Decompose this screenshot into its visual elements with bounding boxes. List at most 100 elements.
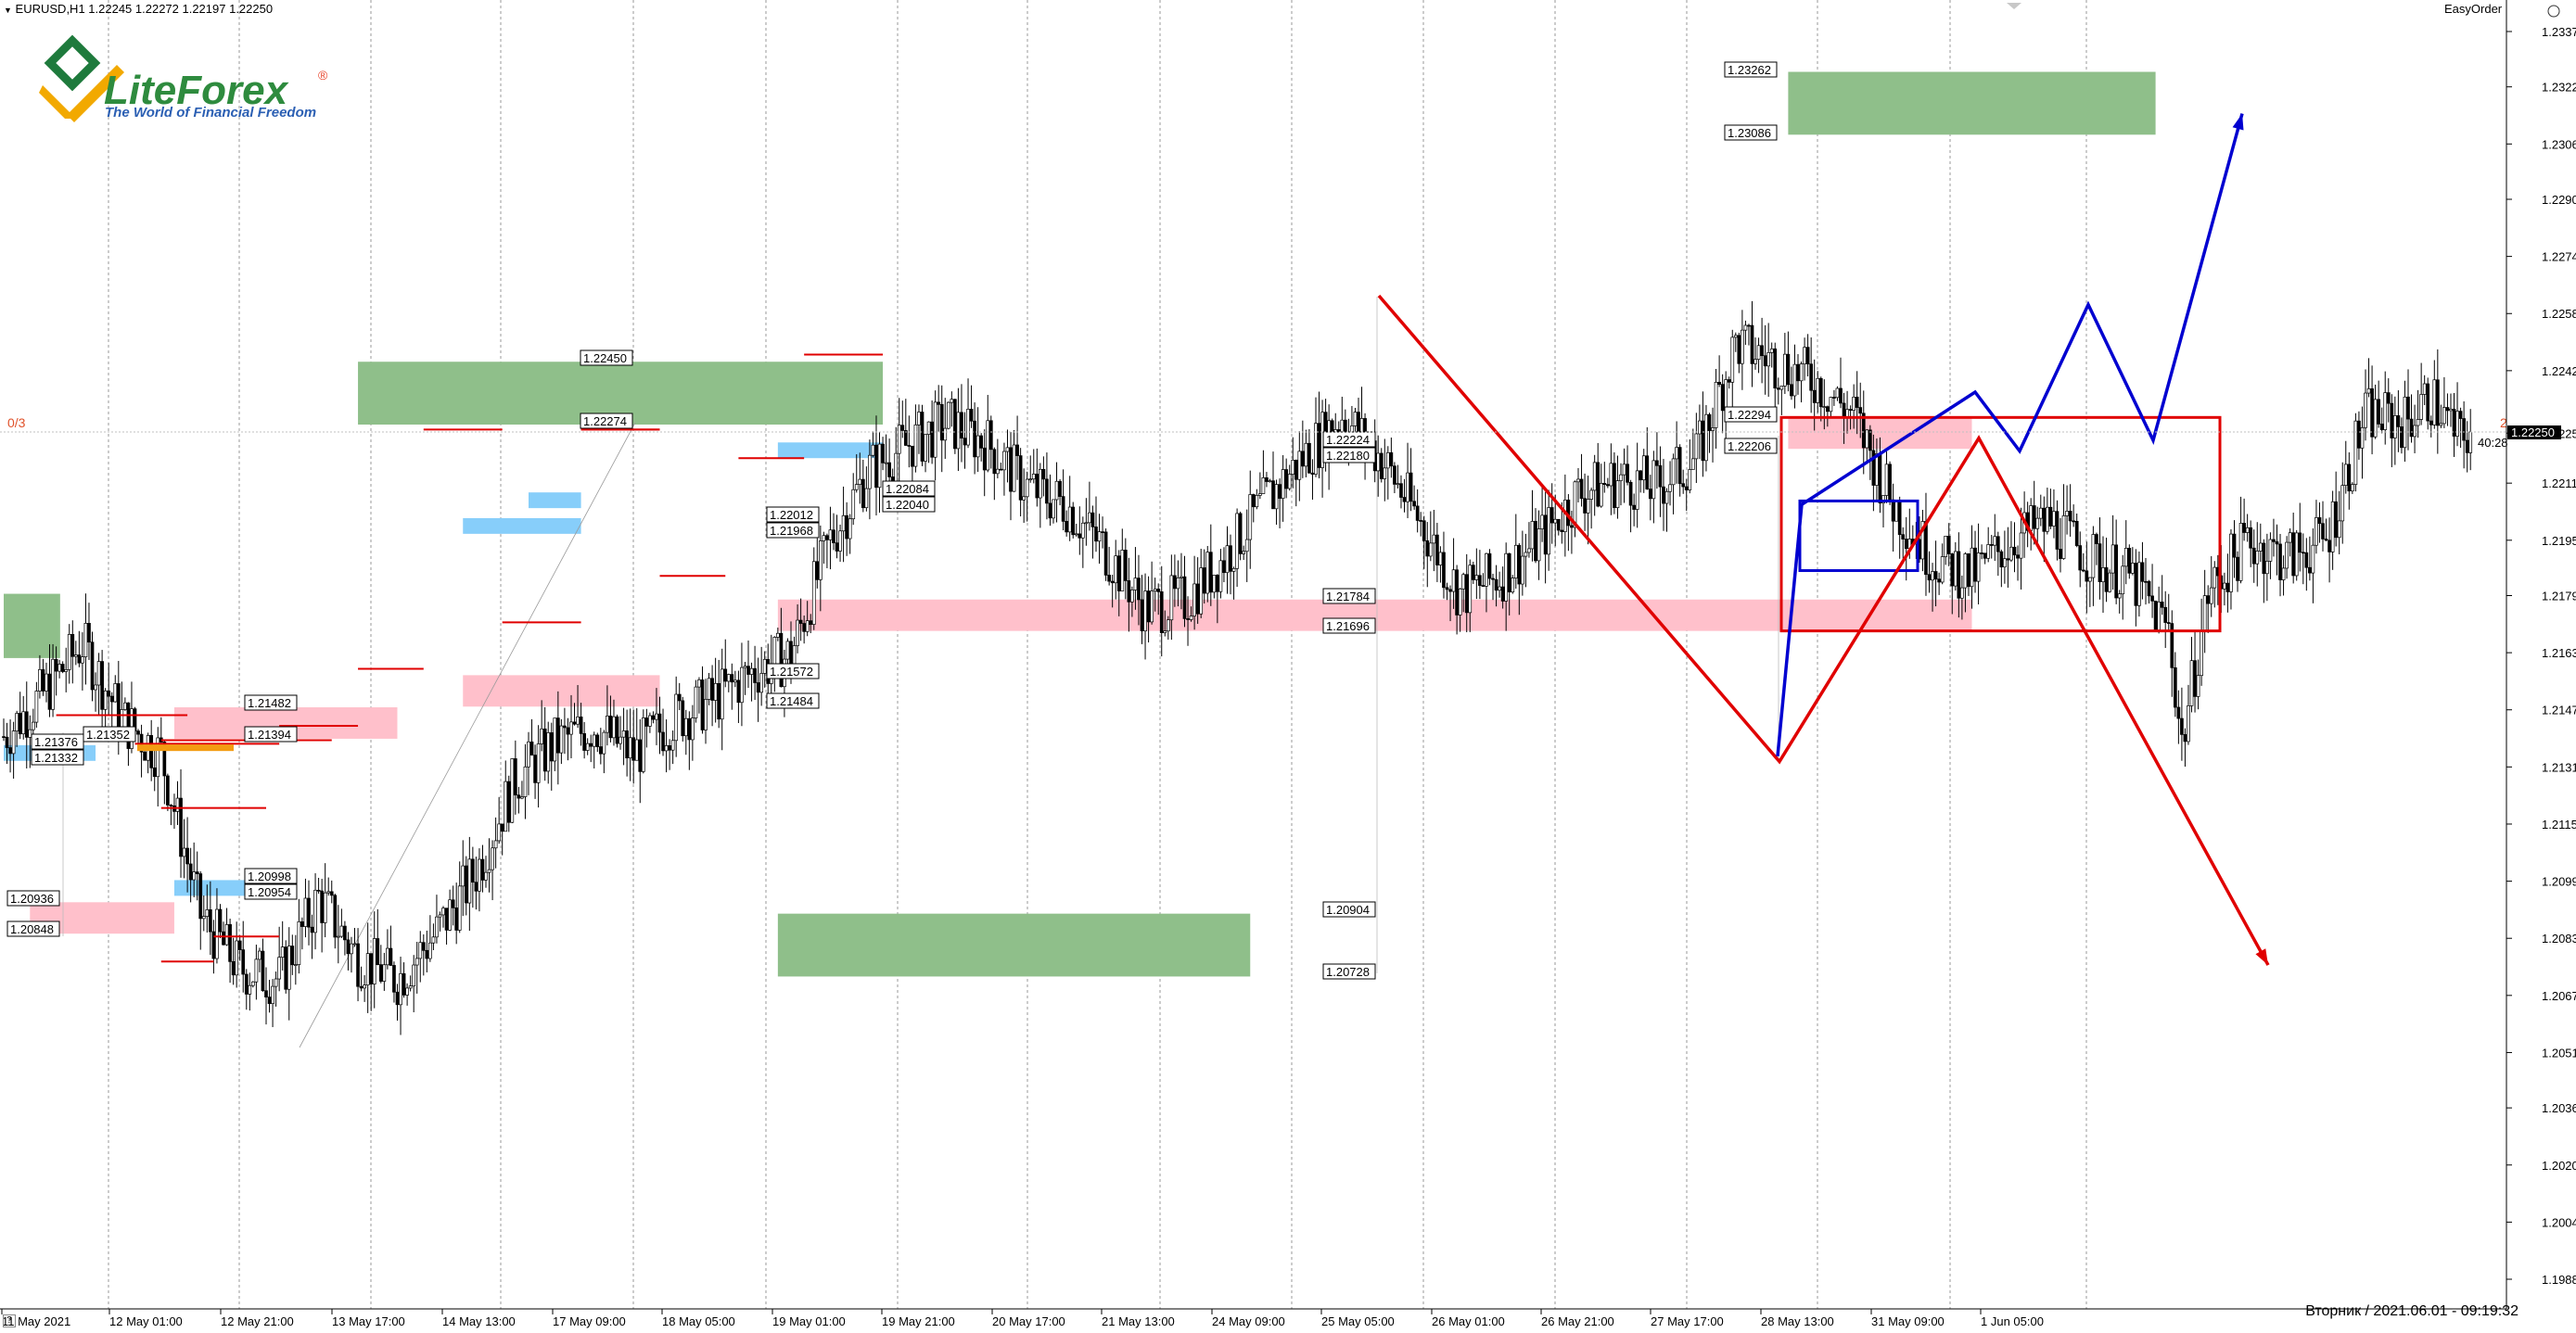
candle-body [1829,397,1833,413]
price-label: 1.22084 [886,482,929,496]
candle-body [350,943,353,955]
candle-body [478,858,481,892]
logo-mark-icon [39,85,70,119]
candle-body [1481,585,1486,587]
candle-body [1790,384,1793,397]
x-tick-label: 21 May 13:00 [1102,1314,1175,1328]
candle-body [1425,540,1430,557]
easyorder-smile-icon[interactable] [2547,5,2560,18]
collapse-triangle-icon[interactable]: ▼ [4,6,12,15]
candle-body [1530,521,1535,550]
candle-body [2098,543,2102,583]
candle-body [1664,490,1669,504]
candle-body [1310,472,1315,475]
candle-body [1244,539,1249,552]
candle-body [1681,483,1686,488]
candle-body [1690,458,1695,470]
candle-body [1468,565,1473,614]
candle-body [2403,396,2407,449]
candle-body [982,447,987,471]
candle-body [484,871,488,881]
candle-body [2242,523,2246,533]
candle-body [1511,578,1515,592]
scroll-marker-icon[interactable] [2007,3,2021,9]
candle-body [1432,534,1436,544]
time-axis[interactable]: 11 May 2021 12 May 01:00 12 May 21:00 13 Ma… [1,1309,2044,1328]
candle-body [1235,513,1239,569]
price-label-box [766,663,820,679]
candle-body [933,401,937,458]
candle-body [674,693,679,742]
candle-body [897,425,901,454]
candle-body [1156,589,1161,592]
candle-body [1080,522,1085,539]
price-label-box [1322,431,1376,448]
candle-body [1379,452,1384,479]
candle-body [1261,477,1266,494]
candle-body [209,909,212,933]
candle-body [1940,556,1945,583]
candle-body [1054,480,1059,501]
candle-body [868,454,872,489]
price-label-box [244,726,298,743]
candle-body [2262,542,2266,575]
candle-body [625,730,629,759]
price-label-box [1724,438,1778,454]
candle-body [480,858,485,881]
price-label: 1.22274 [583,414,627,428]
candle-body [287,946,291,990]
candle-body [1248,494,1253,540]
candle-body [520,796,524,799]
candle-body [1675,447,1678,460]
candle-body [1946,536,1951,554]
candle-body [779,632,784,688]
candle-body [1579,478,1584,500]
help-button[interactable]: ? [3,1314,16,1327]
candle-body [1448,589,1452,592]
candle-body [228,924,232,962]
candle-body [828,529,833,540]
candle-body [2072,520,2076,523]
candle-body [1137,578,1141,601]
candle-body [988,420,993,451]
candle-body [1399,483,1403,498]
candle-body [733,679,737,683]
candle-body [2104,567,2109,592]
candle-body [201,916,206,920]
candle-body [1540,514,1544,529]
candle-body [1242,551,1246,554]
y-tick-label: 1.21475 [2542,704,2576,717]
candle-body [329,891,334,896]
price-label: 1.20998 [248,870,291,883]
candle-body [103,690,108,710]
candle-body [1422,520,1426,541]
y-tick-label: 1.21795 [2542,589,2576,603]
candle-body [1176,577,1180,590]
price-label: 1.22294 [1728,408,1771,422]
easyorder-label[interactable]: EasyOrder [2444,2,2503,16]
x-tick-label: 13 May 17:00 [332,1314,405,1328]
logo-brand: LiteForex [104,68,289,113]
candle-body [1645,455,1650,489]
price-axis[interactable]: 1.23375 1.23220 1.23060 1.22905 1.22745 1.225… [2506,25,2576,1287]
candle-body [45,673,48,692]
zone-price-labels: 1.23262 1.23086 1.22450 1.22274 1.22294 1.222… [6,61,1778,980]
candle-body [2373,399,2378,438]
candle-body [1038,468,1042,499]
candle-body [861,478,865,509]
candle-body [195,871,199,874]
candle-body [438,914,442,918]
candle-body [2121,565,2125,595]
zone-pink [463,675,660,707]
red-scenario-box [1779,415,2222,633]
candle-body [2085,570,2089,582]
candle-body [264,990,268,997]
candle-body [924,434,927,462]
candle-body [513,758,517,796]
x-tick-label: 24 May 09:00 [1212,1314,1285,1328]
price-label-box [1322,447,1376,463]
candle-body [700,679,705,730]
candle-body [2317,517,2322,525]
candle-body [631,737,636,761]
